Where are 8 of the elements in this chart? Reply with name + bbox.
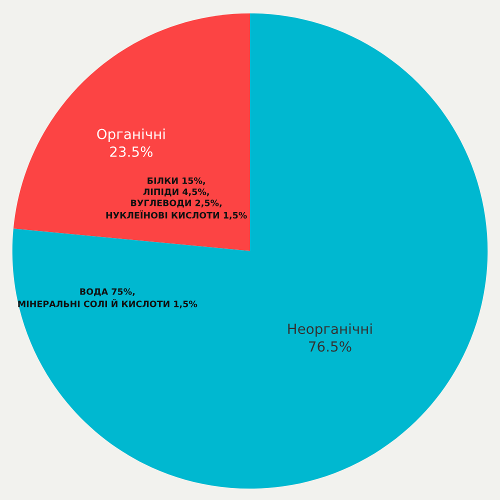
pie-slice bbox=[12, 13, 488, 489]
slice-label: Органічні bbox=[97, 128, 165, 142]
text: ВОДА 75%, МІНЕРАЛЬНІ СОЛІ Й КИСЛОТИ 1,5% bbox=[18, 288, 198, 308]
text: БІЛКИ 15%, ЛІПІДИ 4,5%, ВУГЛЕВОДИ 2,5%, НУКЛЕЇНОВІ КИСЛОТИ 1,5% bbox=[106, 177, 247, 220]
data-label: 23.5% bbox=[110, 146, 152, 157]
data-label: 76.5% bbox=[309, 341, 352, 352]
pie-slice bbox=[13, 13, 250, 251]
slice-label: Неорганічні bbox=[288, 323, 372, 337]
